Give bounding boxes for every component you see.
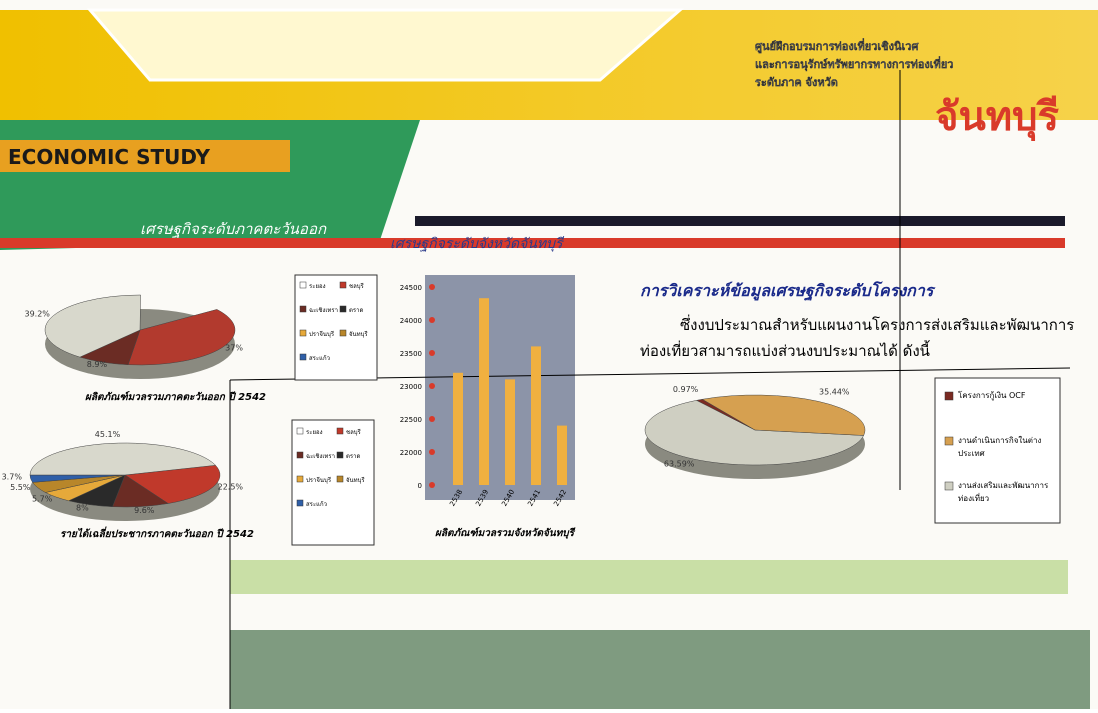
header-line: ระดับภาค จังหวัด [755,76,838,89]
legend-label: งานดำเนินการกิจในต่างประเทศ [958,436,1042,458]
bar [505,379,515,485]
y-tick-label: 24000 [400,317,422,325]
header-line: ศูนย์ฝึกอบรมการท่องเที่ยวเชิงนิเวศ [755,38,919,54]
legend-swatch [339,305,347,313]
dark-rule [415,216,1065,226]
legend-swatch [299,329,307,337]
tick-mark [429,350,435,356]
bar [531,346,541,485]
tick-mark [429,383,435,389]
pie-label: 22.5% [218,483,244,492]
legend-swatch [944,391,954,401]
red-rule [0,238,1065,248]
pie-label: 39.2% [24,309,50,318]
caption: รายได้เฉลี่ยประชากรภาคตะวันออก ปี 2542 [60,526,254,540]
legend-swatch [944,481,954,491]
bar [557,425,567,485]
pie-slice [29,442,217,476]
paragraph-box: ซึ่งงบประมาณสำหรับแผนงานโครงการส่งเสริมแ… [640,316,1075,360]
pie-slice [127,309,236,366]
pie-label: 5.7% [32,494,53,503]
legend-label: ตราด [349,307,363,314]
legend-label: ตราด [346,453,360,460]
pie-label: 5.5% [10,483,31,492]
legend-label: ชลบุรี [346,428,362,436]
legend-swatch [296,451,304,459]
y-tick-label: 22500 [400,416,422,424]
legend-label: ปราจีนบุรี [309,330,335,338]
pie-label: 45.1% [95,430,121,439]
pie-label: 35.44% [819,387,850,396]
provincial-heading: เศรษฐกิจระดับจังหวัดจันทบุรี [390,236,564,252]
pie-label: 9.6% [134,506,155,515]
legend-label: จันทบุรี [349,330,368,338]
legend-label: จันทบุรี [346,476,365,484]
pie-label: 8% [76,504,89,513]
banner-shape [86,8,684,82]
analysis-heading: การวิเคราะห์ข้อมูลเศรษฐกิจระดับโครงการ [640,281,936,302]
legend-swatch [296,475,304,483]
y-tick-label: 24500 [400,284,422,292]
bar [479,298,489,485]
caption: ผลิตภัณฑ์มวลรวมภาคตะวันออก ปี 2542 [85,391,266,403]
legend-swatch [339,329,347,337]
legend-box-text: งานส่งเสริมและพัฒนาการท่องเที่ยว [958,481,1049,503]
legend-label: โครงการกู้เงิน OCF [958,391,1026,400]
legend-label: ระยอง [306,429,323,436]
photo-strip [230,630,1090,709]
section-title: ECONOMIC STUDY [8,145,211,169]
legend-swatch [336,475,344,483]
tick-mark [429,416,435,422]
tick-mark [429,317,435,323]
legend-label: ปราจีนบุรี [306,476,332,484]
header-line: และการอนุรักษ์ทรัพยากรทางการท่องเที่ยว [755,56,953,72]
legend-swatch [339,281,347,289]
caption: ผลิตภัณฑ์มวลรวมจังหวัดจันทบุรี [435,527,576,539]
pie-slice [701,394,866,436]
legend-label: ฉะเชิงเทรา [309,307,338,314]
pie-slice [644,400,865,466]
y-tick-label: 23500 [400,350,422,358]
title-bar [0,140,290,172]
legend-label: ระยอง [309,283,326,290]
tick-mark [429,284,435,290]
pie-label: 3.7% [2,472,23,481]
regional-heading: เศรษฐกิจระดับภาคตะวันออก [140,220,327,238]
legend-swatch [336,451,344,459]
bar-bg [425,275,575,500]
legend-swatch [299,305,307,313]
pie-slice [44,294,141,358]
province: จันทบุรี [935,94,1060,142]
legend-swatch [944,436,954,446]
green-band [230,560,1068,594]
legend-swatch [296,499,304,507]
legend-box-text: งานดำเนินการกิจในต่างประเทศ [958,436,1042,458]
legend-box [934,377,1061,524]
y-tick-label: 0 [418,482,422,490]
tick-mark [429,482,435,488]
tick-mark [429,449,435,455]
y-tick-label: 23000 [400,383,422,391]
legend-label: ฉะเชิงเทรา [306,453,335,460]
legend-swatch [336,427,344,435]
bar [453,372,463,485]
pie-label: 8.9% [87,360,108,369]
legend-swatch [299,281,307,289]
pie-label: 0.97% [673,385,699,394]
legend-label: งานส่งเสริมและพัฒนาการท่องเที่ยว [958,481,1049,503]
legend-box-text: โครงการกู้เงิน OCF [958,391,1026,400]
analysis-paragraph: ซึ่งงบประมาณสำหรับแผนงานโครงการส่งเสริมแ… [640,316,1075,360]
pie-label: 63.59% [664,459,695,468]
legend-label: สระแก้ว [306,501,327,508]
y-tick-label: 22000 [400,449,422,457]
pie-slice [124,464,221,504]
legend-box [291,419,375,546]
legend-box [294,274,378,381]
legend-swatch [299,353,307,361]
legend-label: สระแก้ว [309,355,330,362]
legend-swatch [296,427,304,435]
pie-label: 37% [225,343,243,352]
legend-label: ชลบุรี [349,282,365,290]
